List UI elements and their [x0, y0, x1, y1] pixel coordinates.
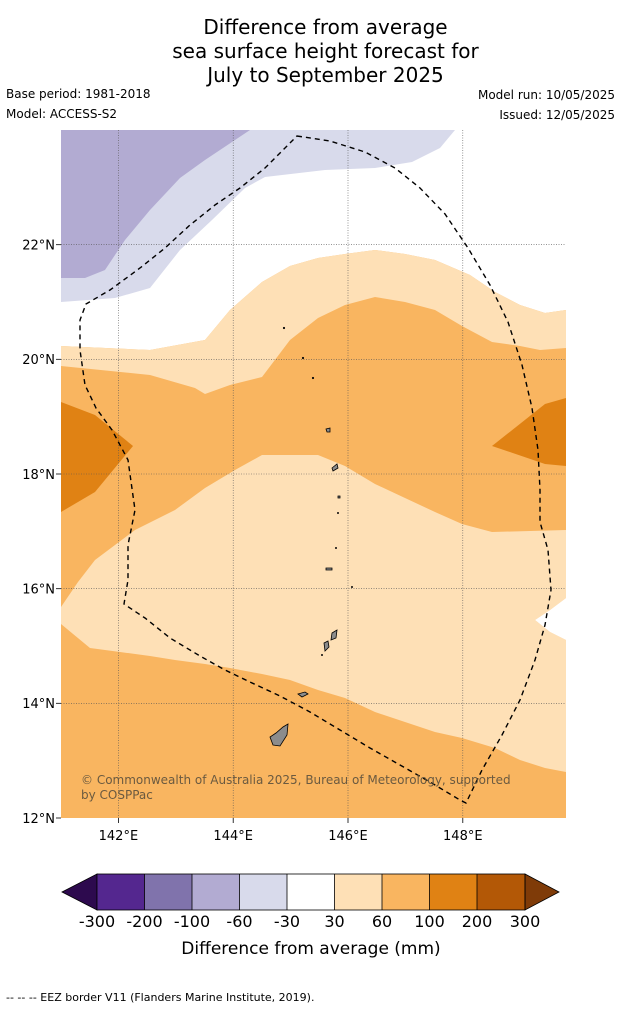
colorbar-swatch-7	[382, 874, 430, 910]
base-period: Base period: 1981-2018	[6, 87, 151, 101]
colorbar-swatch-5	[287, 874, 335, 910]
model-name: Model: ACCESS-S2	[6, 107, 118, 121]
eez-border	[79, 135, 552, 804]
title-line-2: sea surface height forecast for	[172, 39, 479, 63]
colorbar-swatch-3	[192, 874, 240, 910]
copyright-line-1: © Commonwealth of Australia 2025, Bureau…	[81, 773, 511, 787]
lat-label-16: 16°N	[22, 583, 55, 598]
saipan-island	[330, 629, 338, 641]
lon-label-144: 144°E	[213, 829, 253, 844]
colorbar-tick-8: 100	[414, 912, 445, 931]
colorbar-extend-high	[524, 873, 560, 911]
band-100-200-east	[492, 398, 566, 466]
band-30-60-central	[61, 455, 566, 772]
band-30-60-north	[61, 250, 566, 394]
tinian-island	[323, 640, 330, 652]
colorbar-tick-3: -100	[174, 912, 210, 931]
colorbar-tick-4: -60	[226, 912, 252, 931]
colorbar-tick-5: -30	[274, 912, 300, 931]
islet-4	[336, 512, 339, 515]
colorbar-swatch-9	[477, 874, 525, 910]
islet-1	[282, 326, 286, 330]
colorbar-tick-9: 200	[462, 912, 493, 931]
colorbar-swatch-1	[97, 874, 145, 910]
lat-label-14: 14°N	[22, 697, 55, 712]
colorbar-swatch-8	[429, 874, 477, 910]
colorbar: -300 -200 -100 -60 -30 30 60 100 200 300…	[61, 873, 560, 959]
lat-label-18: 18°N	[22, 468, 55, 483]
lat-label-12: 12°N	[22, 812, 55, 827]
pagan-island	[331, 463, 339, 472]
lon-label-142: 142°E	[99, 829, 139, 844]
islet-7	[320, 654, 323, 657]
eez-legend-note: -- -- -- EEZ border V11 (Flanders Marine…	[6, 991, 315, 1004]
colorbar-outline	[96, 873, 526, 911]
colorbar-tick-7: 60	[372, 912, 392, 931]
colorbar-tick-2: -200	[126, 912, 162, 931]
title-line-1: Difference from average	[203, 15, 448, 39]
longitude-ticks: 142°E 144°E 146°E 148°E	[99, 818, 483, 844]
anatahan-island	[325, 567, 333, 571]
colorbar-swatch-4	[239, 874, 287, 910]
latitude-ticks: 22°N 20°N 18°N 16°N 14°N 12°N	[22, 239, 61, 827]
colorbar-swatch-2	[144, 874, 192, 910]
agrihan-island	[325, 427, 331, 433]
guam-island	[269, 723, 289, 747]
lat-label-22: 22°N	[22, 239, 55, 254]
band-neutral-east	[535, 598, 566, 640]
asuncion-island	[337, 495, 341, 499]
colorbar-tick-6: 30	[324, 912, 344, 931]
colorbar-tick-1: -300	[79, 912, 115, 931]
lat-label-20: 20°N	[22, 353, 55, 368]
rota-island	[297, 691, 309, 698]
islet-3	[311, 376, 315, 380]
colorbar-dividers	[144, 874, 478, 910]
islet-2	[301, 356, 305, 360]
band-neg-60-100	[61, 130, 250, 278]
lon-label-148: 148°E	[443, 829, 483, 844]
island-group	[269, 326, 353, 747]
gridlines	[61, 130, 566, 818]
band-100-200-west	[61, 402, 133, 512]
colorbar-extend-low	[61, 873, 98, 911]
contour-fill-layer: © Commonwealth of Australia 2025, Bureau…	[61, 130, 566, 818]
colorbar-swatch-6	[334, 874, 382, 910]
model-run: Model run: 10/05/2025	[477, 88, 615, 102]
lon-label-146: 146°E	[328, 829, 368, 844]
issued-date: Issued: 12/05/2025	[499, 108, 615, 122]
islet-5	[334, 547, 337, 550]
colorbar-tick-10: 300	[510, 912, 541, 931]
copyright-line-2: by COSPPac	[81, 788, 153, 802]
islet-6	[350, 586, 353, 589]
title-line-3: July to September 2025	[207, 63, 444, 87]
map-title: Difference from average sea surface heig…	[0, 15, 621, 87]
colorbar-title: Difference from average (mm)	[181, 939, 440, 959]
